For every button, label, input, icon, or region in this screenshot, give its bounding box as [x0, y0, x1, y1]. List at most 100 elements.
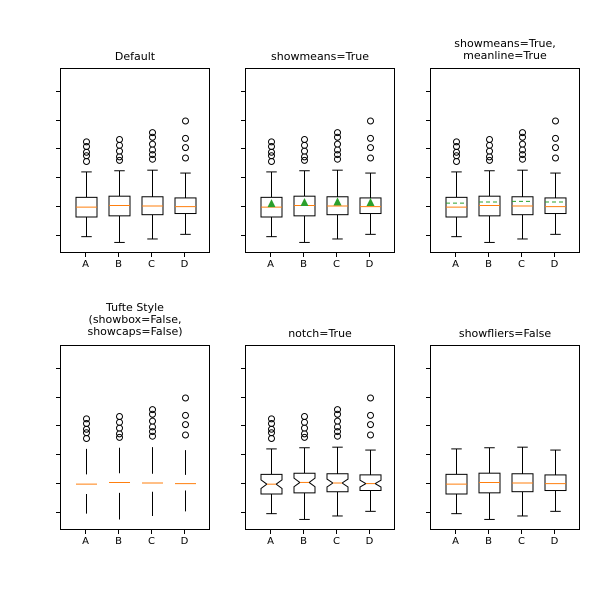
xtick-mark	[303, 530, 304, 534]
xtick-label: D	[551, 536, 559, 547]
xtick-label: C	[518, 259, 525, 270]
boxplot-svg	[246, 346, 396, 531]
xtick-label: C	[333, 259, 340, 270]
xtick-mark	[521, 253, 522, 257]
xtick-label: A	[82, 259, 89, 270]
xtick-mark	[554, 530, 555, 534]
ytick-mark	[56, 368, 60, 369]
panel-title: showmeans=True	[245, 51, 395, 63]
boxplot-svg	[246, 69, 396, 254]
xtick-label: A	[267, 259, 274, 270]
xtick-mark	[85, 253, 86, 257]
boxplot-panel	[430, 68, 580, 253]
xtick-mark	[118, 253, 119, 257]
xtick-label: D	[181, 536, 189, 547]
xtick-label: C	[148, 259, 155, 270]
boxplot-panel	[245, 345, 395, 530]
ytick-mark	[241, 454, 245, 455]
ytick-mark	[56, 512, 60, 513]
ytick-mark	[426, 425, 430, 426]
xtick-mark	[369, 530, 370, 534]
xtick-label: A	[267, 536, 274, 547]
xtick-mark	[151, 253, 152, 257]
xtick-label: D	[181, 259, 189, 270]
xtick-label: C	[148, 536, 155, 547]
xtick-mark	[336, 253, 337, 257]
xtick-mark	[184, 530, 185, 534]
xtick-mark	[455, 253, 456, 257]
ytick-mark	[241, 91, 245, 92]
figure: Default A B C Dshowmeans=True A B C Dshowmeans=T…	[0, 0, 600, 600]
ytick-mark	[426, 368, 430, 369]
ytick-mark	[56, 177, 60, 178]
ytick-mark	[426, 177, 430, 178]
boxplot-svg	[431, 69, 581, 254]
xtick-label: B	[485, 259, 492, 270]
xtick-mark	[151, 530, 152, 534]
ytick-mark	[241, 483, 245, 484]
ytick-mark	[241, 425, 245, 426]
ytick-mark	[426, 206, 430, 207]
ytick-mark	[56, 148, 60, 149]
boxplot-panel	[60, 345, 210, 530]
boxplot-panel	[430, 345, 580, 530]
ytick-mark	[426, 397, 430, 398]
ytick-mark	[241, 368, 245, 369]
ytick-mark	[56, 425, 60, 426]
xtick-label: A	[452, 536, 459, 547]
xtick-label: B	[115, 259, 122, 270]
xtick-mark	[521, 530, 522, 534]
xtick-label: D	[366, 536, 374, 547]
ytick-mark	[241, 235, 245, 236]
xtick-mark	[270, 253, 271, 257]
boxplot-svg	[61, 346, 211, 531]
xtick-label: C	[518, 536, 525, 547]
ytick-mark	[426, 235, 430, 236]
xtick-mark	[488, 253, 489, 257]
ytick-mark	[241, 397, 245, 398]
ytick-mark	[426, 148, 430, 149]
ytick-mark	[426, 120, 430, 121]
panel-title: showfliers=False	[430, 328, 580, 340]
boxplot-svg	[431, 346, 581, 531]
ytick-mark	[56, 120, 60, 121]
xtick-mark	[488, 530, 489, 534]
ytick-mark	[56, 206, 60, 207]
xtick-mark	[303, 253, 304, 257]
xtick-label: B	[300, 536, 307, 547]
xtick-label: A	[82, 536, 89, 547]
ytick-mark	[426, 91, 430, 92]
panel-title: notch=True	[245, 328, 395, 340]
ytick-mark	[241, 120, 245, 121]
xtick-label: D	[366, 259, 374, 270]
xtick-mark	[336, 530, 337, 534]
xtick-label: A	[452, 259, 459, 270]
xtick-mark	[554, 253, 555, 257]
ytick-mark	[426, 512, 430, 513]
xtick-label: D	[551, 259, 559, 270]
panel-title: Tufte Style (showbox=False, showcaps=Fal…	[60, 302, 210, 338]
ytick-mark	[426, 483, 430, 484]
xtick-label: B	[115, 536, 122, 547]
ytick-mark	[56, 454, 60, 455]
ytick-mark	[241, 206, 245, 207]
boxplot-svg	[61, 69, 211, 254]
xtick-mark	[270, 530, 271, 534]
xtick-mark	[85, 530, 86, 534]
ytick-mark	[56, 397, 60, 398]
xtick-mark	[118, 530, 119, 534]
panel-title: Default	[60, 51, 210, 63]
boxplot-panel	[60, 68, 210, 253]
xtick-label: B	[300, 259, 307, 270]
ytick-mark	[241, 512, 245, 513]
xtick-mark	[455, 530, 456, 534]
panel-title: showmeans=True, meanline=True	[430, 38, 580, 62]
xtick-mark	[369, 253, 370, 257]
xtick-label: C	[333, 536, 340, 547]
ytick-mark	[56, 483, 60, 484]
xtick-mark	[184, 253, 185, 257]
ytick-mark	[241, 177, 245, 178]
xtick-label: B	[485, 536, 492, 547]
ytick-mark	[426, 454, 430, 455]
boxplot-panel	[245, 68, 395, 253]
